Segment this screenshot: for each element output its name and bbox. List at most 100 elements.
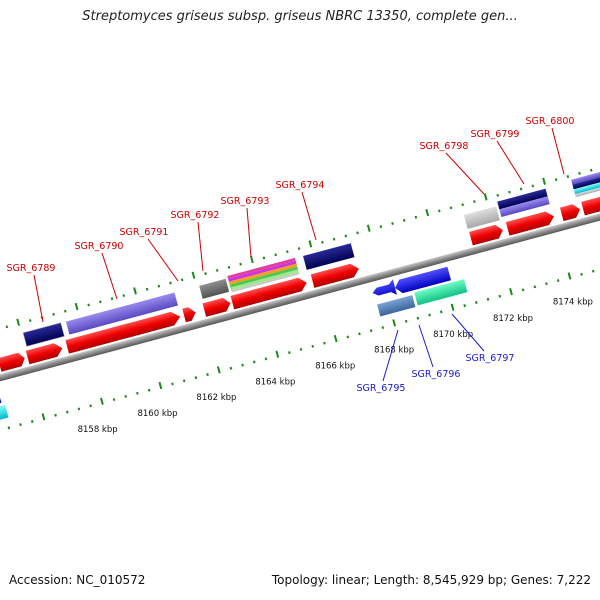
- tick-top-minor: [391, 222, 394, 225]
- leader-line: [301, 191, 317, 241]
- kbp-label: 8168 kbp: [374, 346, 414, 356]
- tick-top-minor: [99, 300, 102, 304]
- tick-top-major: [308, 240, 313, 248]
- tick-bottom-minor: [288, 351, 291, 355]
- tick-bottom-minor: [112, 398, 116, 402]
- accession-text: Accession: NC_010572: [9, 573, 146, 587]
- tick-top-minor: [239, 262, 242, 266]
- gene-arrow-sgr-6792[interactable]: [202, 296, 233, 317]
- cds-bar-sgr-6792[interactable]: [198, 278, 230, 300]
- gene-arrow-sgr-6790[interactable]: [65, 310, 182, 354]
- gene-arrow-sgr-6791[interactable]: [182, 306, 197, 323]
- tick-bottom-major: [41, 413, 46, 421]
- tick-top-major: [542, 177, 546, 185]
- tick-top-minor: [496, 193, 500, 197]
- tick-bottom-minor: [147, 388, 151, 392]
- leader-line: [551, 127, 565, 175]
- tick-top-minor: [438, 209, 441, 213]
- cds-bar-sgr-6796[interactable]: [413, 278, 469, 307]
- tick-top-minor: [274, 253, 277, 257]
- cds-bar-sgr-6795[interactable]: [376, 294, 417, 318]
- cds-bar-sgr-6787[interactable]: [0, 404, 9, 423]
- tick-top-major: [16, 318, 21, 326]
- cds-bar-sgr-6801[interactable]: [571, 169, 600, 198]
- gene-arrow-sgr-6793[interactable]: [230, 276, 309, 310]
- tick-top-minor: [227, 265, 231, 269]
- tick-top-minor: [508, 190, 511, 194]
- tick-top-minor: [578, 171, 581, 175]
- leader-line: [147, 238, 179, 282]
- tick-bottom-major: [216, 366, 221, 374]
- tick-bottom-minor: [498, 294, 502, 298]
- kbp-label: 8162 kbp: [196, 393, 236, 403]
- tick-top-minor: [52, 312, 55, 316]
- gene-arrow-sgr-6789[interactable]: [25, 341, 64, 365]
- leader-line: [33, 274, 44, 323]
- gene-label-sgr-6792[interactable]: SGR_6792: [171, 210, 220, 221]
- tick-bottom-major: [333, 334, 338, 343]
- gene-arrow-sgr-6800[interactable]: [559, 203, 582, 222]
- kbp-label: 8164 kbp: [255, 377, 295, 387]
- tick-row-top: [5, 168, 593, 329]
- tick-bottom-minor: [311, 344, 315, 348]
- tick-top-minor: [87, 303, 90, 307]
- tick-bottom-minor: [521, 288, 525, 292]
- gene-arrow-sgr-6788[interactable]: [0, 351, 27, 372]
- tick-bottom-major: [567, 272, 572, 280]
- kbp-label-group: 8158 kbp 8160 kbp 8162 kbp 8164 kbp 8166 kbp…: [78, 298, 593, 435]
- tick-bottom-minor: [369, 329, 373, 333]
- kbp-label: 8160 kbp: [137, 409, 177, 419]
- tick-bottom-minor: [346, 335, 350, 339]
- gene-label-sgr-6800[interactable]: SGR_6800: [526, 116, 575, 127]
- gene-label-sgr-6797[interactable]: SGR_6797: [466, 353, 515, 364]
- leader-line: [445, 152, 485, 195]
- tick-top-minor: [519, 187, 523, 191]
- cds-bar-sgr-6799[interactable]: [497, 188, 550, 218]
- gene-arrow-sgr-6795[interactable]: [371, 279, 397, 300]
- gene-arrow-sgr-6794[interactable]: [310, 262, 361, 288]
- gene-label-sgr-6796[interactable]: SGR_6796: [412, 369, 461, 380]
- tick-top-minor: [215, 268, 219, 272]
- cds-bar-sgr-6793[interactable]: [227, 257, 300, 293]
- tick-bottom-minor: [580, 272, 583, 276]
- gene-arrow-sgr-6798[interactable]: [469, 223, 504, 246]
- gene-label-sgr-6799[interactable]: SGR_6799: [471, 129, 520, 140]
- tick-top-minor: [262, 256, 266, 260]
- tick-bottom-minor: [381, 326, 385, 330]
- kbp-label: 8174 kbp: [553, 298, 593, 308]
- tick-top-minor: [473, 200, 476, 204]
- tick-bottom-major: [275, 350, 280, 358]
- cds-bar-sgr-6789[interactable]: [22, 322, 65, 347]
- tick-bottom-minor: [89, 404, 92, 408]
- tick-bottom-major: [509, 287, 513, 296]
- tick-bottom-minor: [77, 407, 81, 411]
- gene-label-sgr-6795[interactable]: SGR_6795: [357, 383, 406, 394]
- tick-top-major: [483, 193, 488, 201]
- gene-label-sgr-6798[interactable]: SGR_6798: [420, 141, 469, 152]
- gene-arrow-sgr-6787[interactable]: [0, 389, 2, 407]
- cds-bar-sgr-6798[interactable]: [463, 205, 501, 230]
- gene-label-sgr-6789[interactable]: SGR_6789: [7, 263, 56, 274]
- tick-bottom-minor: [136, 391, 139, 395]
- leader-line: [496, 140, 525, 185]
- tick-top-minor: [589, 168, 593, 172]
- cds-bar-sgr-6794[interactable]: [302, 242, 356, 271]
- tick-bottom-minor: [404, 319, 408, 323]
- leader-line: [451, 313, 485, 352]
- tick-top-minor: [344, 234, 348, 238]
- gene-arrow-sgr-6796[interactable]: [393, 266, 452, 295]
- tick-bottom-minor: [440, 310, 443, 314]
- gene-arrow-sgr-6799[interactable]: [505, 210, 556, 236]
- tick-bottom-minor: [323, 341, 326, 345]
- kbp-label: 8158 kbp: [78, 425, 118, 435]
- tick-bottom-major: [450, 303, 455, 311]
- gene-label-sgr-6790[interactable]: SGR_6790: [75, 241, 124, 252]
- tick-bottom-minor: [533, 285, 537, 289]
- gene-label-sgr-6791[interactable]: SGR_6791: [120, 227, 169, 238]
- gene-label-sgr-6794[interactable]: SGR_6794: [276, 180, 325, 191]
- gene-label-sgr-6793[interactable]: SGR_6793: [221, 196, 270, 207]
- cds-bar-sgr-6790[interactable]: [65, 291, 179, 336]
- gene-arrow-sgr-6801[interactable]: [581, 193, 600, 216]
- tick-top-minor: [157, 284, 161, 288]
